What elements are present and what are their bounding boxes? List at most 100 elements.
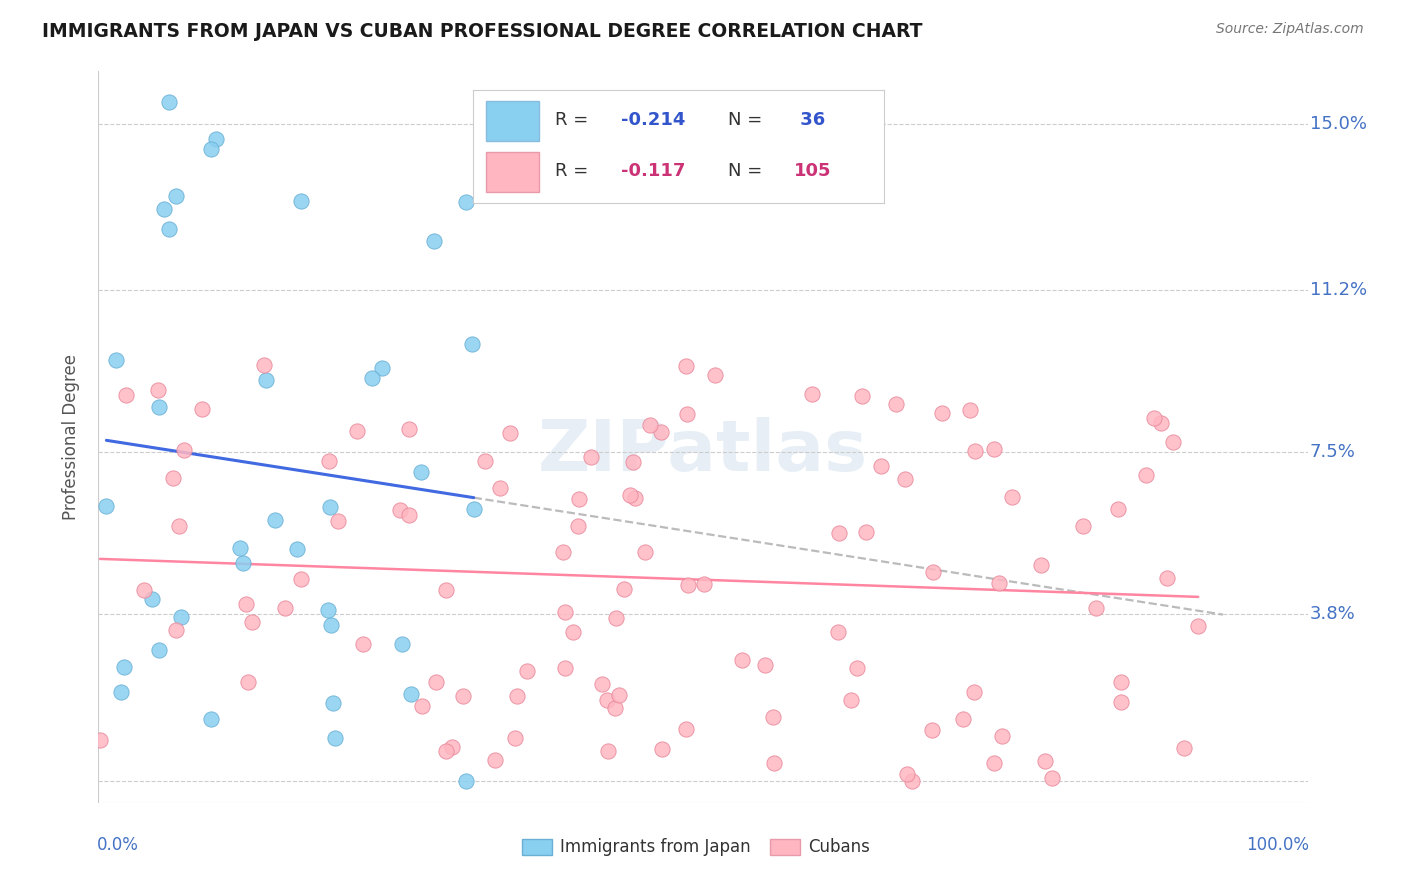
Point bbox=[651, 742, 673, 756]
Point bbox=[1033, 754, 1056, 768]
Point bbox=[165, 624, 187, 638]
Text: ZIPatlas: ZIPatlas bbox=[538, 417, 868, 486]
Point bbox=[931, 406, 953, 420]
Point bbox=[623, 455, 645, 469]
Point bbox=[110, 685, 132, 699]
Point bbox=[624, 491, 647, 505]
Point bbox=[319, 618, 342, 632]
Point bbox=[562, 624, 585, 639]
Point bbox=[506, 689, 529, 703]
Point bbox=[451, 690, 474, 704]
Point bbox=[605, 611, 627, 625]
Text: IMMIGRANTS FROM JAPAN VS CUBAN PROFESSIONAL DEGREE CORRELATION CHART: IMMIGRANTS FROM JAPAN VS CUBAN PROFESSIO… bbox=[42, 22, 922, 41]
Point bbox=[991, 729, 1014, 743]
Point bbox=[613, 582, 636, 596]
Point bbox=[318, 454, 340, 468]
Point bbox=[240, 615, 263, 629]
Point bbox=[456, 773, 478, 788]
Point bbox=[322, 696, 344, 710]
Point bbox=[290, 194, 312, 208]
Point bbox=[290, 572, 312, 586]
Point bbox=[169, 610, 191, 624]
Point bbox=[567, 519, 589, 533]
Point bbox=[676, 407, 699, 421]
Point bbox=[675, 722, 697, 736]
Point bbox=[146, 383, 169, 397]
Point bbox=[361, 371, 384, 385]
Point bbox=[800, 386, 823, 401]
Point bbox=[235, 597, 257, 611]
Point bbox=[398, 508, 420, 523]
Point bbox=[254, 373, 277, 387]
Point bbox=[619, 488, 641, 502]
Point bbox=[1042, 771, 1064, 785]
Point bbox=[484, 753, 506, 767]
Point bbox=[554, 661, 576, 675]
Point bbox=[983, 442, 1005, 456]
Point bbox=[323, 731, 346, 745]
Point bbox=[316, 602, 339, 616]
Point bbox=[762, 710, 785, 724]
Point bbox=[200, 142, 222, 156]
Point bbox=[1161, 434, 1184, 449]
Point bbox=[89, 733, 111, 747]
Point bbox=[205, 132, 228, 146]
Point bbox=[1107, 501, 1129, 516]
Point bbox=[1001, 490, 1024, 504]
Point bbox=[238, 675, 260, 690]
Point bbox=[1187, 618, 1209, 632]
Point bbox=[731, 653, 754, 667]
Point bbox=[346, 424, 368, 438]
Point bbox=[409, 465, 432, 479]
Point bbox=[264, 513, 287, 527]
Point bbox=[273, 601, 295, 615]
Point bbox=[411, 698, 433, 713]
Point bbox=[454, 195, 477, 210]
Point bbox=[440, 739, 463, 754]
Point bbox=[650, 425, 672, 440]
Point bbox=[461, 337, 484, 351]
Point bbox=[173, 443, 195, 458]
Point bbox=[157, 221, 180, 235]
Bar bbox=[522, 839, 551, 855]
Point bbox=[1109, 674, 1132, 689]
Point bbox=[704, 368, 727, 382]
Text: 11.2%: 11.2% bbox=[1310, 281, 1367, 300]
Point bbox=[754, 658, 776, 673]
Point bbox=[693, 577, 716, 591]
Point bbox=[141, 592, 163, 607]
Point bbox=[901, 773, 924, 788]
Point bbox=[551, 545, 574, 559]
Point bbox=[229, 541, 252, 555]
Point bbox=[200, 712, 222, 726]
Point bbox=[399, 688, 422, 702]
Point bbox=[839, 693, 862, 707]
Point bbox=[676, 578, 699, 592]
Point bbox=[463, 502, 485, 516]
Point bbox=[287, 541, 309, 556]
Point bbox=[1156, 571, 1178, 585]
Point bbox=[855, 524, 877, 539]
Point bbox=[1109, 695, 1132, 709]
Point bbox=[157, 95, 180, 109]
Point bbox=[762, 756, 785, 771]
Point bbox=[148, 400, 170, 414]
Point bbox=[489, 482, 512, 496]
Text: 15.0%: 15.0% bbox=[1310, 115, 1367, 133]
Point bbox=[389, 503, 412, 517]
Point bbox=[921, 723, 943, 737]
Point bbox=[165, 189, 187, 203]
Point bbox=[370, 360, 392, 375]
Point bbox=[112, 660, 135, 674]
Text: Immigrants from Japan: Immigrants from Japan bbox=[561, 838, 751, 856]
Point bbox=[422, 234, 444, 248]
Point bbox=[1029, 558, 1052, 572]
Point bbox=[581, 450, 603, 464]
Point bbox=[894, 471, 917, 485]
Point bbox=[965, 443, 987, 458]
Point bbox=[153, 202, 176, 217]
Point bbox=[232, 556, 254, 570]
Point bbox=[352, 636, 374, 650]
Point bbox=[591, 677, 613, 691]
Point bbox=[169, 519, 191, 533]
